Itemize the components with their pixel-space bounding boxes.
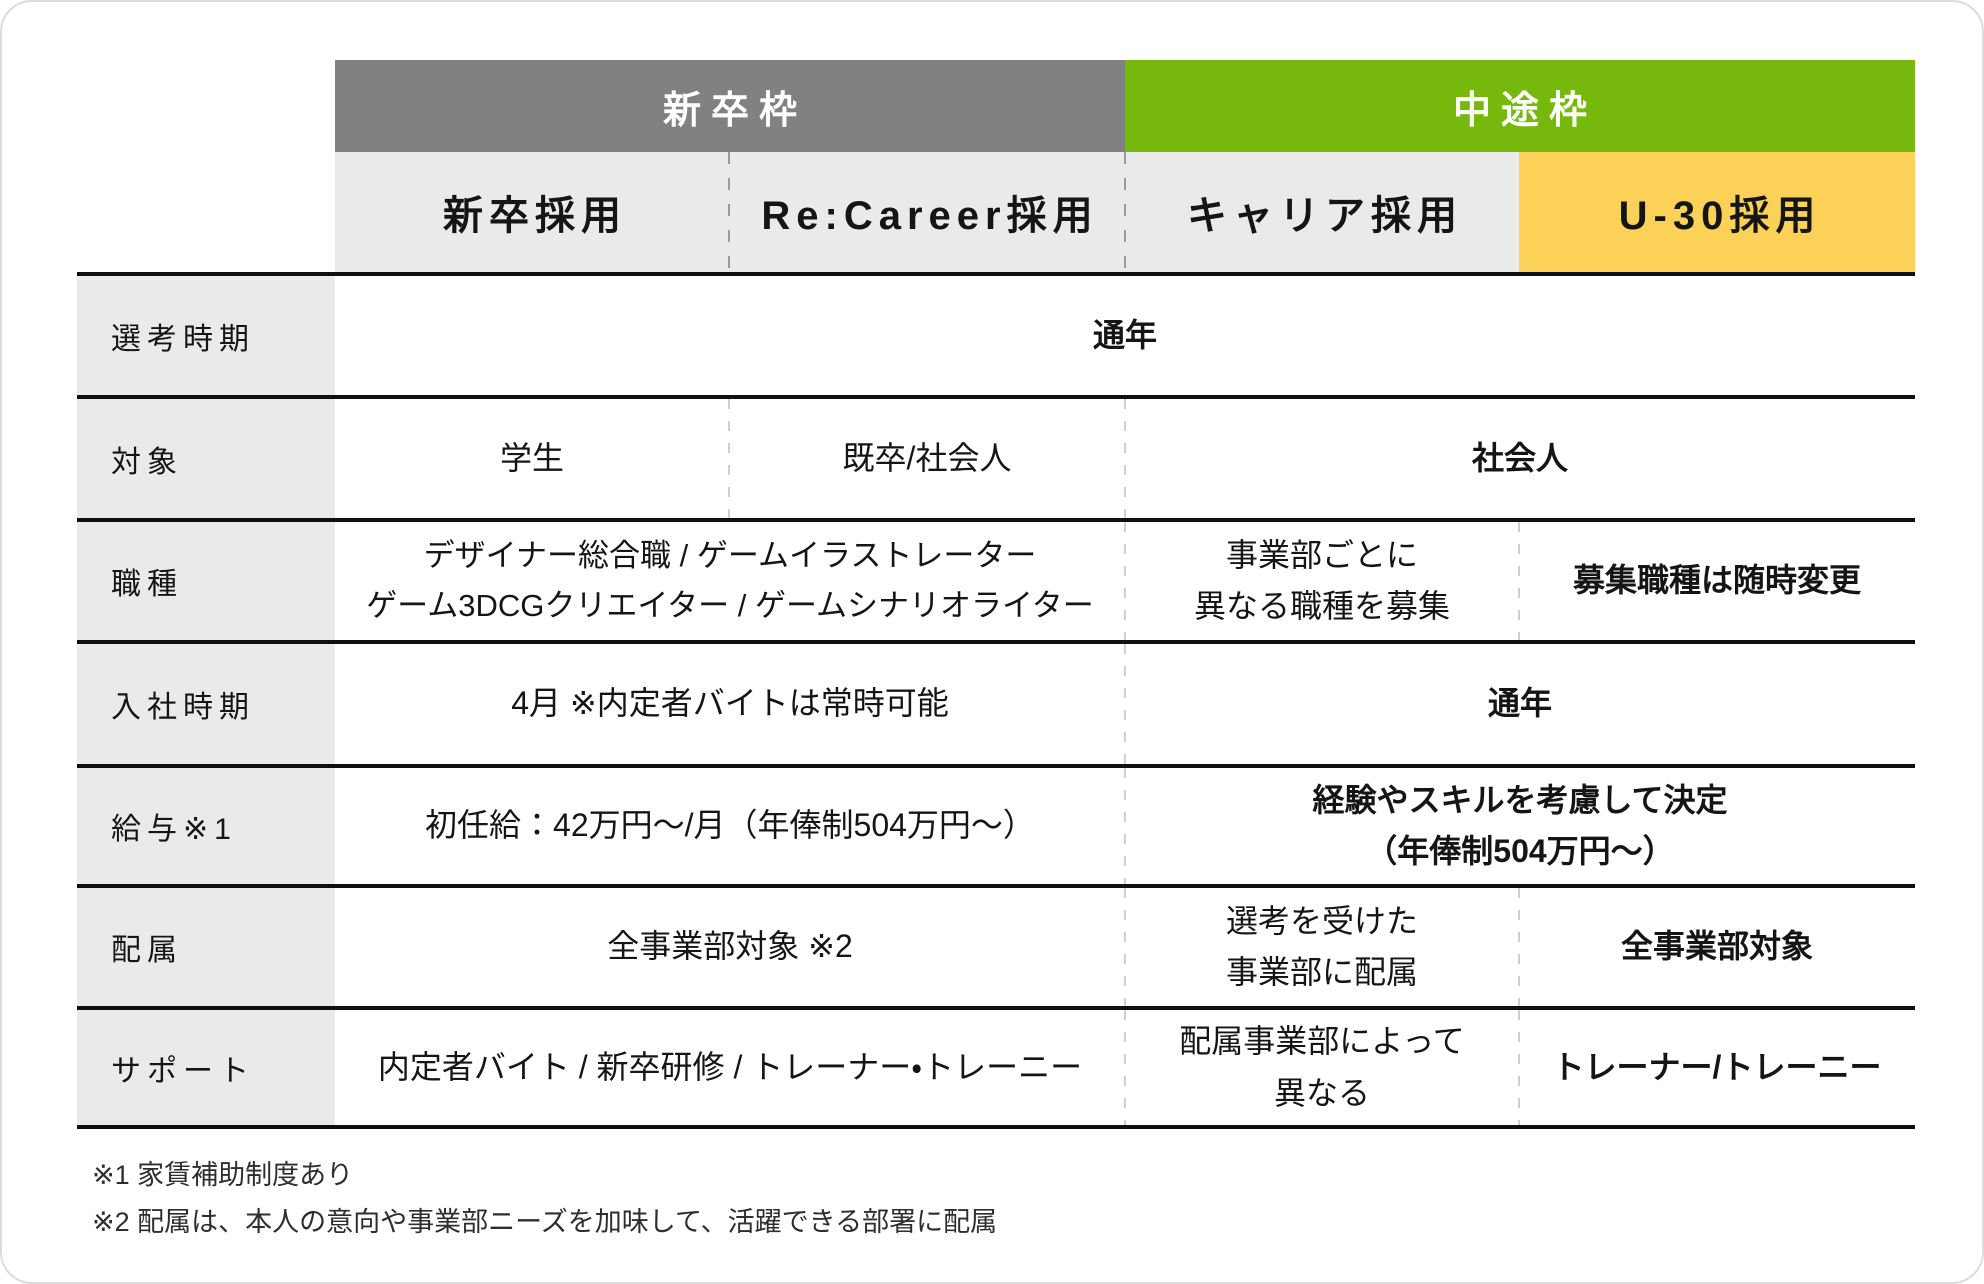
row-job-positions: 職種 デザイナー総合職 / ゲームイラストレーター ゲーム3DCGクリエイター … bbox=[77, 518, 1915, 640]
row-joining-period: 入社時期 4月 ※内定者バイトは常時可能 通年 bbox=[77, 640, 1915, 764]
cell-eligibility-recareer: 既卒/社会人 bbox=[728, 399, 1125, 518]
row-label-salary: 給与※1 bbox=[77, 768, 335, 884]
row-label-eligibility: 対象 bbox=[77, 399, 335, 518]
cell-joining-period-chuto: 通年 bbox=[1124, 644, 1915, 764]
cell-support-u30: トレーナー/トレーニー bbox=[1518, 1010, 1915, 1125]
cell-salary-shinsotsu: 初任給：42万円〜/月（年俸制504万円〜） bbox=[425, 807, 1035, 844]
column-header-recareer-saiyo: Re:Career採用 bbox=[728, 152, 1125, 272]
cell-assignment-u30: 全事業部対象 bbox=[1518, 888, 1915, 1006]
cell-assignment-shinsotsu: 全事業部対象 ※2 bbox=[607, 928, 853, 965]
cell-eligibility-chuto: 社会人 bbox=[1124, 399, 1915, 518]
group-header-chuto: 中途枠 bbox=[1125, 60, 1915, 152]
cell-job-positions-career: 事業部ごとに 異なる職種を募集 bbox=[1124, 522, 1519, 640]
row-label-selection-period: 選考時期 bbox=[77, 276, 335, 395]
column-header-shinsotsu-saiyo: 新卒採用 bbox=[335, 152, 729, 272]
group-header-spacer bbox=[77, 60, 335, 152]
column-header-spacer bbox=[77, 152, 335, 272]
column-header-row: 新卒採用 Re:Career採用 キャリア採用 U-30採用 bbox=[77, 152, 1915, 272]
row-eligibility: 対象 学生 既卒/社会人 社会人 bbox=[77, 395, 1915, 518]
cell-salary-chuto: 経験やスキルを考慮して決定 （年俸制504万円〜） bbox=[1124, 768, 1915, 884]
cell-assignment-career: 選考を受けた 事業部に配属 bbox=[1124, 888, 1519, 1006]
row-salary: 給与※1 初任給：42万円〜/月（年俸制504万円〜） 経験やスキルを考慮して決… bbox=[77, 764, 1915, 884]
cell-support-career: 配属事業部によって 異なる bbox=[1124, 1010, 1519, 1125]
cell-eligibility-shinsotsu: 学生 bbox=[499, 439, 564, 476]
cell-joining-period-shinsotsu: 4月 ※内定者バイトは常時可能 bbox=[511, 685, 949, 722]
recruitment-comparison-table: 新卒枠 中途枠 新卒採用 Re:Career採用 キャリア採用 U-30採用 選… bbox=[77, 60, 1915, 1129]
cell-support-shinsotsu: 内定者バイト / 新卒研修 / トレーナー・トレーニー bbox=[377, 1048, 1083, 1085]
footnote-2: ※2 配属は、本人の意向や事業部ニーズを加味して、活躍できる部署に配属 bbox=[92, 1207, 998, 1237]
row-label-support: サポート bbox=[77, 1010, 335, 1125]
row-label-joining-period: 入社時期 bbox=[77, 644, 335, 764]
cell-job-positions-u30: 募集職種は随時変更 bbox=[1518, 522, 1915, 640]
footnotes: ※1 家賃補助制度あり ※2 配属は、本人の意向や事業部ニーズを加味して、活躍で… bbox=[92, 1152, 997, 1246]
row-selection-period: 選考時期 通年 bbox=[77, 272, 1915, 395]
column-header-u30-saiyo: U-30採用 bbox=[1519, 152, 1915, 272]
row-support: サポート 内定者バイト / 新卒研修 / トレーナー・トレーニー 配属事業部によ… bbox=[77, 1006, 1915, 1129]
row-label-assignment: 配属 bbox=[77, 888, 335, 1006]
group-header-shinsotsu: 新卒枠 bbox=[335, 60, 1125, 152]
footnote-1: ※1 家賃補助制度あり bbox=[92, 1160, 354, 1190]
column-header-career-saiyo: キャリア採用 bbox=[1124, 152, 1519, 272]
cell-job-positions-shinsotsu: デザイナー総合職 / ゲームイラストレーター ゲーム3DCGクリエイター / ゲ… bbox=[366, 538, 1094, 623]
group-header-row: 新卒枠 中途枠 bbox=[77, 60, 1915, 152]
row-label-job-positions: 職種 bbox=[77, 522, 335, 640]
cell-selection-period-all: 通年 bbox=[1092, 316, 1157, 353]
row-assignment: 配属 全事業部対象 ※2 選考を受けた 事業部に配属 全事業部対象 bbox=[77, 884, 1915, 1006]
